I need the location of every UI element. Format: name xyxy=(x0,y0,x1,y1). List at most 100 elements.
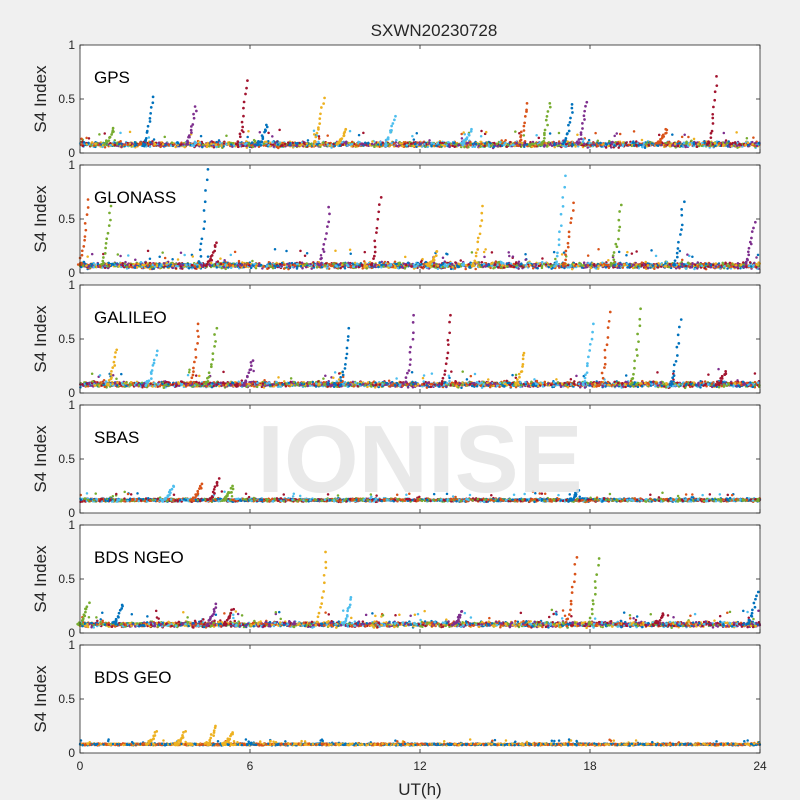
scatter-point xyxy=(267,143,270,147)
scatter-point xyxy=(650,249,653,252)
scatter-point xyxy=(537,144,540,147)
scatter-point xyxy=(299,144,302,147)
scatter-point xyxy=(528,143,531,146)
scatter-point xyxy=(755,144,759,148)
scatter-point-peak xyxy=(240,129,244,132)
scatter-point-peak xyxy=(149,111,152,115)
scatter-point xyxy=(231,142,235,145)
scatter-point-peak xyxy=(581,122,584,125)
scatter-point xyxy=(126,143,130,146)
scatter-point xyxy=(586,254,590,257)
scatter-point xyxy=(495,142,499,145)
scatter-point xyxy=(399,142,402,145)
scatter-point xyxy=(599,141,602,145)
scatter-point xyxy=(304,265,308,269)
scatter-point xyxy=(553,142,556,145)
scatter-point-peak xyxy=(567,123,570,127)
scatter-point xyxy=(113,143,117,147)
scatter-point-peak xyxy=(584,104,587,108)
scatter-point xyxy=(630,252,634,255)
scatter-point xyxy=(627,143,631,147)
scatter-point xyxy=(222,266,226,269)
scatter-point-peak xyxy=(111,126,115,130)
scatter-point xyxy=(642,144,645,147)
scatter-point xyxy=(701,141,704,145)
scatter-point xyxy=(215,140,218,144)
scatter-point xyxy=(317,135,321,138)
scatter-point xyxy=(147,136,151,139)
scatter-point xyxy=(217,139,221,142)
scatter-point xyxy=(465,141,469,145)
scatter-point-peak xyxy=(394,114,397,118)
scatter-point-peak xyxy=(546,110,550,113)
scatter-point-peak xyxy=(519,134,523,137)
scatter-point xyxy=(166,265,169,269)
scatter-point xyxy=(86,255,89,258)
scatter-point xyxy=(738,142,741,146)
scatter-point xyxy=(310,267,313,270)
scatter-point xyxy=(722,143,725,146)
scatter-point xyxy=(309,142,313,146)
scatter-point xyxy=(517,260,521,264)
scatter-point-peak xyxy=(186,139,189,143)
scatter-point xyxy=(190,144,194,147)
scatter-point-peak xyxy=(711,122,715,125)
scatter-point xyxy=(663,144,667,147)
scatter-point xyxy=(170,141,174,144)
scatter-point xyxy=(271,135,274,138)
scatter-point xyxy=(98,133,101,136)
scatter-point-peak xyxy=(543,136,546,140)
scatter-point-peak xyxy=(525,101,529,105)
scatter-point xyxy=(326,134,329,137)
scatter-point xyxy=(330,146,333,149)
scatter-point-peak xyxy=(581,127,584,130)
scatter-point xyxy=(635,140,638,143)
scatter-point xyxy=(198,143,201,146)
scatter-point xyxy=(583,142,586,146)
scatter-point-peak xyxy=(148,120,152,123)
scatter-point xyxy=(474,267,477,271)
scatter-point xyxy=(643,146,647,149)
scatter-point xyxy=(411,134,414,138)
scatter-point xyxy=(484,130,488,134)
scatter-point xyxy=(210,142,213,146)
scatter-point xyxy=(343,267,347,270)
scatter-point-peak xyxy=(540,141,544,145)
scatter-point xyxy=(745,136,749,140)
scatter-point-peak xyxy=(193,105,197,108)
scatter-point xyxy=(363,250,367,254)
scatter-point xyxy=(757,141,760,145)
scatter-point-peak xyxy=(516,143,519,147)
scatter-point xyxy=(514,130,517,133)
scatter-point-peak xyxy=(260,134,264,137)
scatter-point xyxy=(618,141,622,145)
scatter-point xyxy=(418,143,421,146)
scatter-point xyxy=(585,143,588,146)
scatter-point xyxy=(390,141,393,145)
scatter-point xyxy=(295,144,299,148)
scatter-point-peak xyxy=(107,139,111,143)
scatter-point xyxy=(281,144,284,147)
scatter-point xyxy=(597,248,600,251)
scatter-point xyxy=(246,135,249,139)
scatter-point xyxy=(632,140,635,143)
scatter-point xyxy=(543,145,546,148)
scatter-point xyxy=(148,145,152,148)
scatter-point-peak xyxy=(257,141,261,144)
scatter-point xyxy=(535,134,538,137)
scatter-point xyxy=(344,141,347,144)
scatter-point xyxy=(80,137,83,141)
scatter-point-peak xyxy=(190,131,193,134)
scatter-point-peak xyxy=(543,131,546,135)
scatter-point xyxy=(450,262,454,266)
scatter-point-peak xyxy=(187,134,191,137)
scatter-point-peak xyxy=(522,129,526,132)
scatter-point-peak xyxy=(542,139,546,143)
scatter-point-peak xyxy=(343,130,347,134)
scatter-point xyxy=(596,267,600,270)
scatter-point xyxy=(749,265,753,268)
scatter-point xyxy=(502,143,506,146)
scatter-point xyxy=(161,143,165,146)
